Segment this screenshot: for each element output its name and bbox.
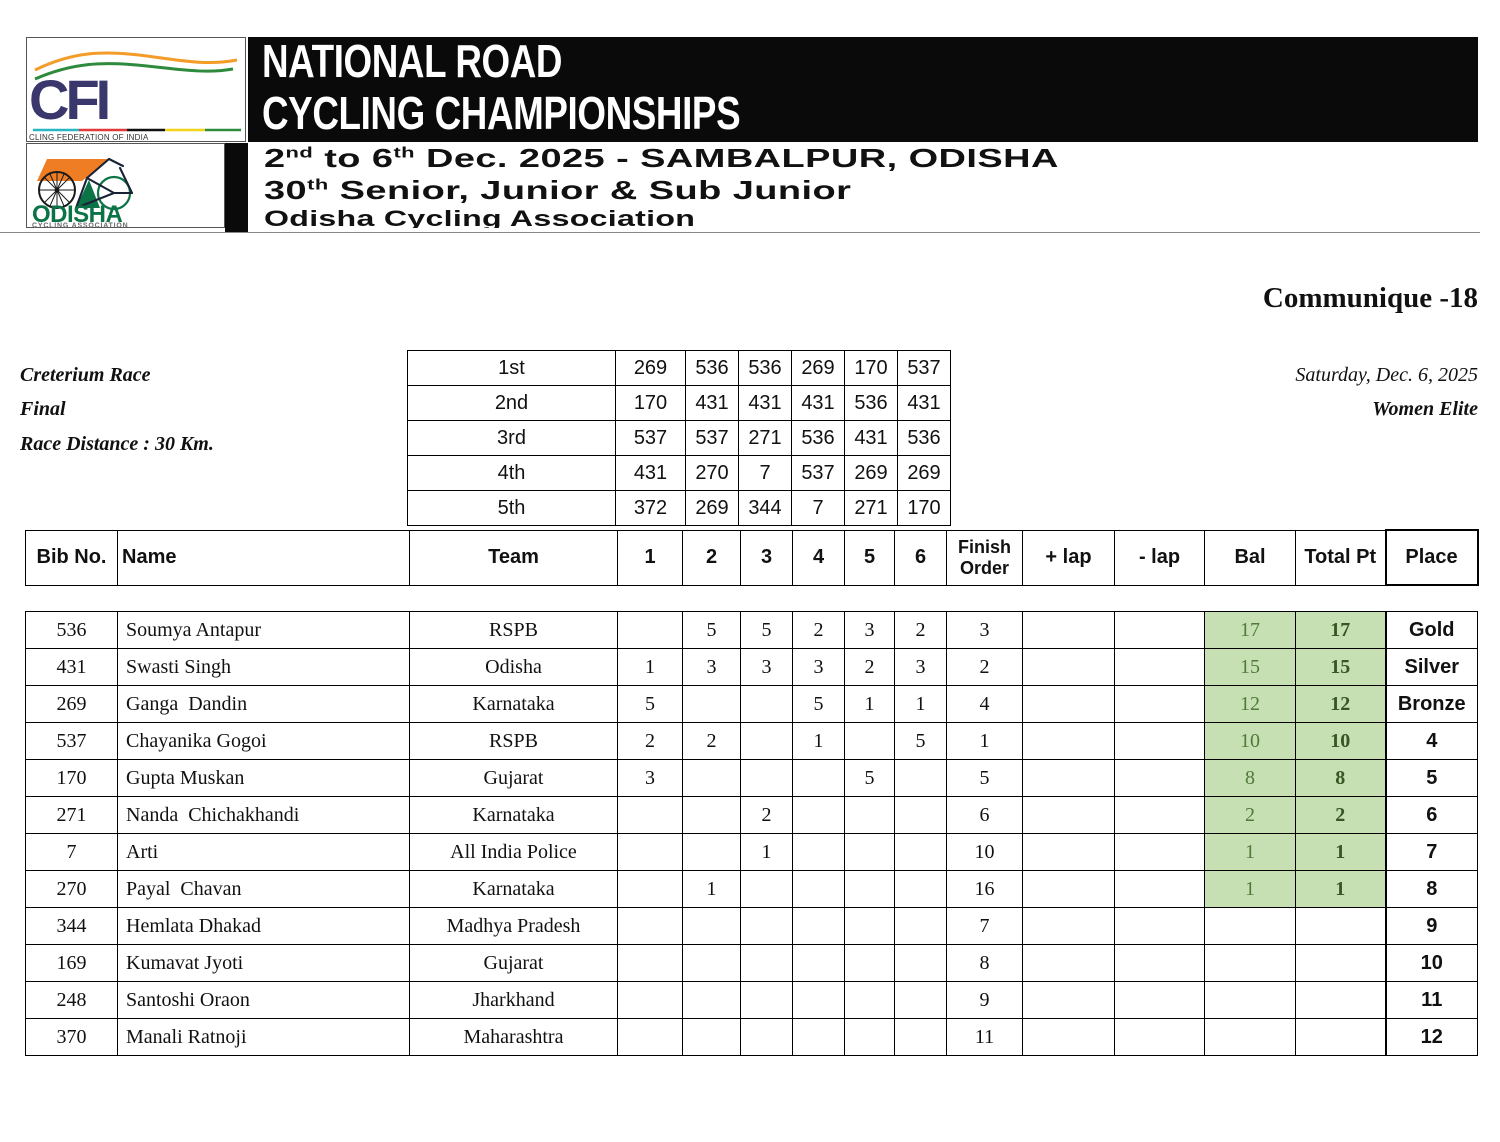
svg-text:CYCLING ASSOCIATION: CYCLING ASSOCIATION [32,223,128,230]
svg-text:CFI: CFI [29,68,108,131]
svg-text:CLING FEDERATION OF INDIA: CLING FEDERATION OF INDIA [29,133,149,142]
